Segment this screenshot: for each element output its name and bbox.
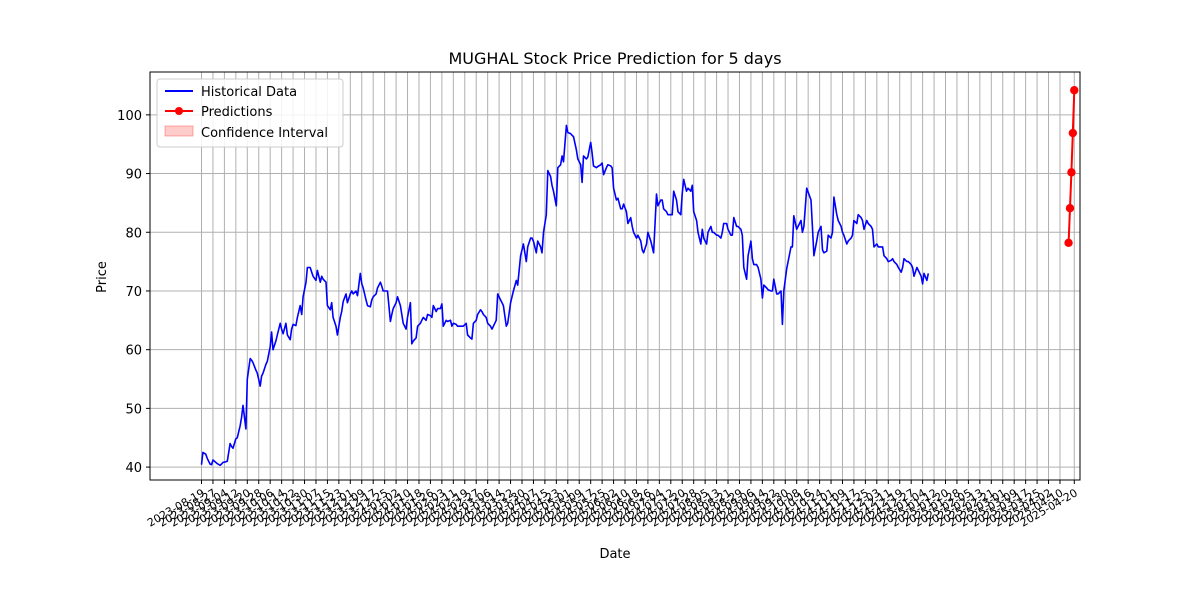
prediction-point (1067, 168, 1076, 177)
legend-predictions-marker (175, 107, 183, 115)
legend-historical-label: Historical Data (201, 85, 297, 100)
data-layer (200, 85, 1079, 467)
legend-confidence-label: Confidence Interval (201, 126, 328, 141)
chart-title: MUGHAL Stock Price Prediction for 5 days (448, 49, 781, 68)
prediction-point (1070, 85, 1079, 95)
x-axis-label: Date (599, 547, 630, 562)
historical-data-line (200, 124, 930, 467)
legend-confidence-swatch (164, 125, 194, 137)
prediction-point (1068, 128, 1078, 138)
y-tick-label: 100 (117, 109, 142, 124)
y-tick-label: 90 (125, 168, 142, 183)
legend-frame (156, 78, 344, 148)
legend: Historical Data Predictions Confidence I… (156, 78, 344, 148)
y-tick-label: 80 (125, 226, 142, 241)
y-axis-label: Price (95, 261, 110, 293)
y-tick-label: 70 (125, 285, 142, 300)
y-tick-label: 50 (125, 402, 142, 417)
y-tick-label: 60 (125, 344, 142, 359)
plot-frame (149, 71, 1081, 481)
legend-predictions-label: Predictions (201, 105, 273, 120)
prediction-point (1065, 203, 1075, 213)
y-axis: 40 50 60 70 80 90 100 (117, 109, 150, 476)
prediction-point (1064, 238, 1073, 248)
y-tick-label: 40 (125, 461, 142, 476)
